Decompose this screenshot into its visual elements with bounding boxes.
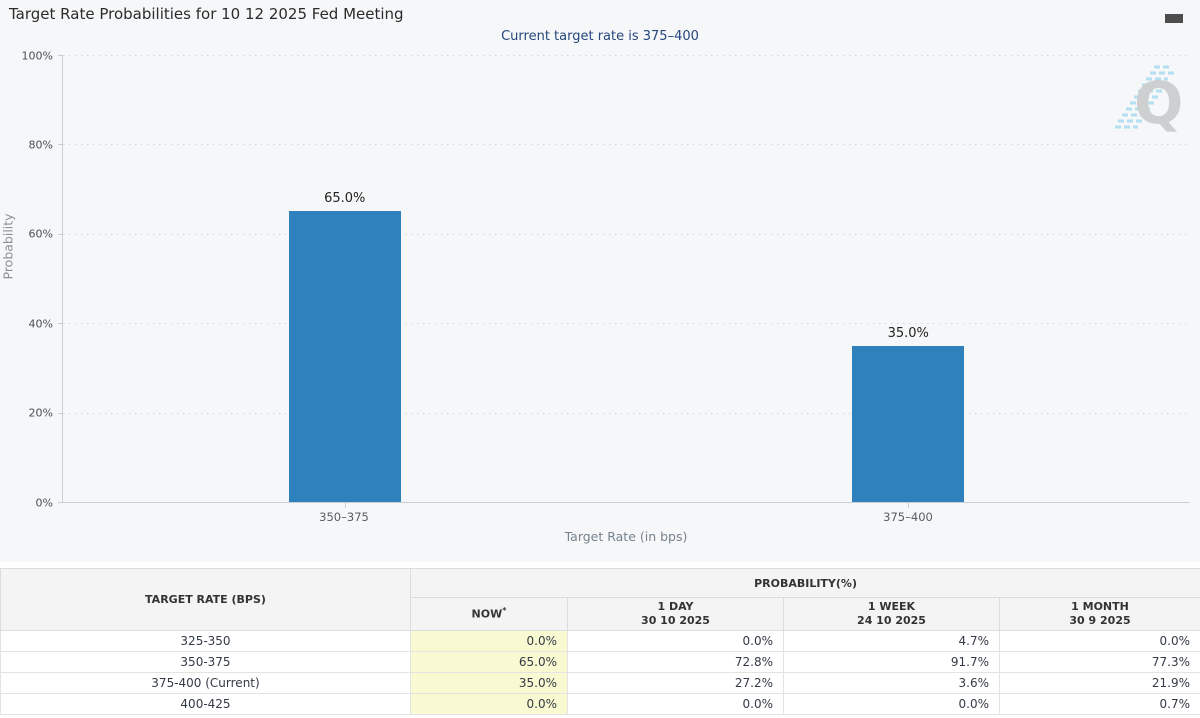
cell-1-week: 0.0% — [783, 692, 1000, 715]
x-axis-title: Target Rate (in bps) — [564, 529, 688, 544]
y-tick-label: 80% — [28, 138, 53, 152]
bar-group-350-375: 65.0% — [63, 55, 627, 502]
cell-rate-range: 375-400 (Current) — [0, 671, 411, 694]
header-probability: PROBABILITY(%) — [409, 568, 1200, 598]
x-axis-ticks: 350–375 375–400 — [62, 510, 1190, 524]
cell-now: 35.0% — [410, 671, 568, 694]
bar-group-375-400: 35.0% — [627, 55, 1191, 502]
y-tick-mark — [58, 233, 63, 235]
header-1-day: 1 DAY 30 10 2025 — [567, 597, 784, 631]
cell-1-week: 91.7% — [783, 650, 1000, 673]
table-row: 325-350 0.0% 0.0% 4.7% 0.0% — [0, 629, 1200, 652]
table-row: 400-425 0.0% 0.0% 0.0% 0.7% — [0, 692, 1200, 715]
now-asterisk: * — [502, 606, 507, 616]
header-target-rate: TARGET RATE (BPS) — [0, 568, 411, 631]
cell-rate-range: 350-375 — [0, 650, 411, 673]
y-tick-label: 60% — [28, 227, 53, 241]
gridline-60: 60% — [29, 228, 1190, 241]
bar-375-400[interactable] — [852, 345, 965, 502]
header-1-month: 1 MONTH 30 9 2025 — [998, 597, 1200, 631]
gridline-20: 20% — [29, 407, 1190, 420]
cell-1-month: 0.7% — [998, 692, 1200, 715]
cell-rate-range: 400-425 — [0, 692, 411, 715]
y-tick-mark — [58, 502, 63, 503]
chart-subtitle: Current target rate is 375–400 — [501, 29, 699, 44]
plot-area: 100% 80% 60% 40% 20% 0% — [22, 49, 1191, 509]
x-tick-mark — [344, 503, 346, 508]
chart-title: Target Rate Probabilities for 10 12 2025… — [9, 5, 404, 23]
probability-table: TARGET RATE (BPS) PROBABILITY(%) NOW* 1 … — [0, 568, 1200, 715]
cell-1-month: 21.9% — [998, 671, 1200, 694]
y-tick-mark — [58, 144, 63, 146]
cell-rate-range: 325-350 — [0, 629, 411, 652]
cell-now: 65.0% — [410, 650, 568, 673]
y-tick-label: 40% — [28, 317, 53, 331]
cell-1-day: 0.0% — [567, 692, 784, 715]
y-tick-label: 100% — [21, 49, 53, 62]
cell-1-week: 4.7% — [783, 629, 1000, 652]
gridline-0: 0% — [36, 496, 1190, 509]
table-row: 375-400 (Current) 35.0% 27.2% 3.6% 21.9% — [0, 671, 1200, 694]
y-tick-mark — [58, 412, 63, 414]
bar-350-375[interactable] — [288, 211, 401, 502]
gridline-80: 80% — [29, 138, 1190, 151]
table-header-row-1: TARGET RATE (BPS) PROBABILITY(%) — [0, 568, 1200, 631]
fedwatch-chart-panel: Target Rate Probabilities for 10 12 2025… — [0, 5, 1191, 544]
cell-now: 0.0% — [410, 629, 568, 652]
header-now: NOW* — [410, 597, 568, 631]
y-tick-label: 20% — [28, 406, 53, 420]
bar-value-label: 35.0% — [887, 325, 929, 341]
menu-button[interactable] — [1162, 8, 1186, 28]
y-tick-mark — [58, 323, 63, 325]
bar-value-label: 65.0% — [324, 191, 366, 207]
cell-now: 0.0% — [410, 692, 568, 715]
hamburger-icon — [1162, 13, 1186, 23]
gridline-100: 100% — [22, 49, 1190, 62]
cell-1-week: 3.6% — [783, 671, 1000, 694]
x-tick-mark — [908, 503, 910, 508]
cell-1-day: 72.8% — [567, 650, 784, 673]
x-tick-label-375-400: 375–400 — [883, 510, 933, 524]
table-row: 350-375 65.0% 72.8% 91.7% 77.3% — [0, 650, 1200, 673]
y-tick-mark — [58, 55, 63, 56]
y-axis-title: Probability — [0, 213, 16, 280]
cell-1-day: 0.0% — [567, 629, 784, 652]
cell-1-month: 0.0% — [998, 629, 1200, 652]
header-1-week: 1 WEEK 24 10 2025 — [783, 597, 1000, 631]
y-tick-label: 0% — [35, 496, 53, 509]
cell-1-day: 27.2% — [567, 671, 784, 694]
gridline-40: 40% — [29, 317, 1190, 330]
cell-1-month: 77.3% — [998, 650, 1200, 673]
x-tick-label-350-375: 350–375 — [319, 510, 369, 524]
